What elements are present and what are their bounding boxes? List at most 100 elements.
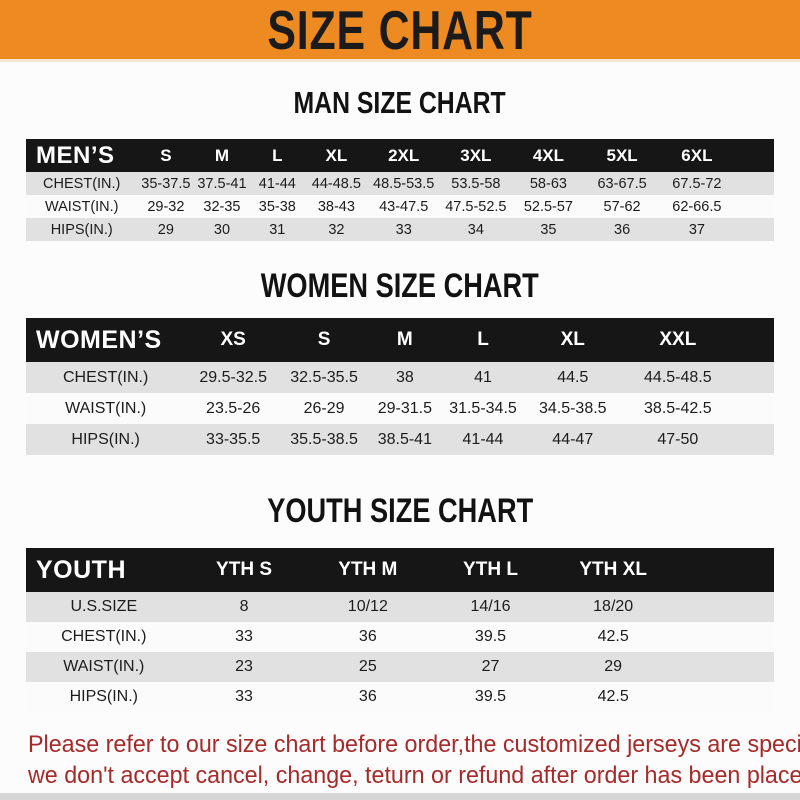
size-header-row: MEN’S S M L XL 2XL 3XL 4XL 5XL 6XL [26,139,774,172]
women-size-table: WOMEN’S XS S M L XL XXL CHEST(IN.) 29.5-32.5 32.5… [26,318,774,455]
spacer-cell [674,592,774,622]
order-disclaimer: Please refer to our size chart before or… [28,729,800,791]
table-row: U.S.SIZE 8 10/12 14/16 18/20 [26,592,774,622]
size-value: 29-31.5 [367,393,443,424]
size-value: 26-29 [281,393,368,424]
size-value: 35-38 [249,195,305,218]
size-value: 43-47.5 [367,195,440,218]
size-value: 38 [367,362,443,393]
men-size-table: MEN’S S M L XL 2XL 3XL 4XL 5XL 6XL CHEST(IN.) 35-37… [26,139,774,241]
table-row: HIPS(IN.) 29 30 31 32 33 34 35 36 37 [26,218,774,241]
size-value: 35-37.5 [137,172,195,195]
size-column-header: M [194,139,250,172]
size-value: 29 [551,652,675,682]
youth-size-table: YOUTH YTH S YTH M YTH L YTH XL U.S.SIZE 8 10/12… [26,548,774,712]
size-value: 62-66.5 [659,195,735,218]
row-label: HIPS(IN.) [26,218,138,241]
size-value: 34 [439,218,513,241]
size-value: 35.5-38.5 [281,424,368,455]
size-column-header: YTH S [181,548,307,592]
spacer-cell [674,548,774,592]
row-label: HIPS(IN.) [26,424,186,455]
size-value: 29 [137,218,195,241]
size-value: 25 [306,652,430,682]
size-value: 42.5 [551,682,675,712]
size-column-header: YTH M [306,548,430,592]
size-column-header: S [281,318,368,362]
man-section-heading: MAN SIZE CHART [0,85,800,121]
size-value: 38-43 [304,195,368,218]
spacer-cell [733,318,774,362]
size-value: 10/12 [306,592,430,622]
size-value: 41-44 [442,424,524,455]
size-column-header: YTH XL [551,548,675,592]
size-value: 44.5 [523,362,623,393]
size-value: 23.5-26 [185,393,282,424]
size-value: 27 [429,652,552,682]
size-value: 39.5 [429,682,552,712]
size-value: 35 [512,218,585,241]
table-row: CHEST(IN.) 35-37.5 37.5-41 41-44 44-48.5 48.5… [26,172,774,195]
row-label: CHEST(IN.) [26,172,138,195]
women-section-heading-text: WOMEN SIZE CHART [260,267,540,305]
size-value: 63-67.5 [584,172,660,195]
size-column-header: L [249,139,305,172]
size-chart-banner: SIZE CHART [0,0,800,62]
spacer-cell [734,218,774,241]
size-value: 41-44 [249,172,305,195]
size-value: 14/16 [429,592,552,622]
table-row: HIPS(IN.) 33 36 39.5 42.5 [26,682,774,712]
size-value: 37 [659,218,735,241]
size-value: 34.5-38.5 [523,393,623,424]
row-label: WAIST(IN.) [26,195,138,218]
table-row: CHEST(IN.) 29.5-32.5 32.5-35.5 38 41 44.5 44.5… [26,362,774,393]
table-row: WAIST(IN.) 29-32 32-35 35-38 38-43 43-47.5 47.… [26,195,774,218]
row-label: HIPS(IN.) [26,682,182,712]
size-value: 36 [306,622,430,652]
spacer-cell [734,172,774,195]
spacer-cell [734,139,774,172]
size-column-header: L [442,318,524,362]
size-value: 36 [584,218,660,241]
size-column-header: 2XL [367,139,440,172]
size-value: 33 [181,682,307,712]
size-value: 67.5-72 [659,172,735,195]
size-value: 58-63 [512,172,585,195]
youth-section-heading: YOUTH SIZE CHART [0,492,800,531]
size-column-header: XXL [622,318,734,362]
women-section-heading: WOMEN SIZE CHART [0,267,800,306]
size-value: 31 [249,218,305,241]
table-corner-label: WOMEN’S [26,318,186,362]
size-value: 47-50 [622,424,734,455]
size-column-header: 6XL [659,139,735,172]
table-corner-label: YOUTH [26,548,182,592]
size-value: 39.5 [429,622,552,652]
spacer-cell [733,424,774,455]
size-value: 44-48.5 [304,172,368,195]
bottom-edge-strip [0,793,800,800]
size-value: 37.5-41 [194,172,250,195]
size-value: 53.5-58 [439,172,513,195]
size-value: 31.5-34.5 [442,393,524,424]
size-value: 33 [181,622,307,652]
spacer-cell [674,682,774,712]
table-row: HIPS(IN.) 33-35.5 35.5-38.5 38.5-41 41-44 44-… [26,424,774,455]
size-value: 33-35.5 [185,424,282,455]
size-value: 57-62 [584,195,660,218]
size-value: 47.5-52.5 [439,195,513,218]
size-header-row: YOUTH YTH S YTH M YTH L YTH XL [26,548,774,592]
table-row: CHEST(IN.) 33 36 39.5 42.5 [26,622,774,652]
spacer-cell [733,393,774,424]
size-value: 42.5 [551,622,675,652]
banner-title: SIZE CHART [267,0,533,61]
size-value: 23 [181,652,307,682]
spacer-cell [733,362,774,393]
size-value: 29-32 [137,195,195,218]
size-value: 18/20 [551,592,675,622]
table-corner-label: MEN’S [26,139,138,172]
table-row: WAIST(IN.) 23.5-26 26-29 29-31.5 31.5-34.5 34… [26,393,774,424]
size-value: 33 [367,218,440,241]
disclaimer-line-1: Please refer to our size chart before or… [28,731,800,758]
size-value: 32.5-35.5 [281,362,368,393]
size-column-header: 4XL [512,139,585,172]
